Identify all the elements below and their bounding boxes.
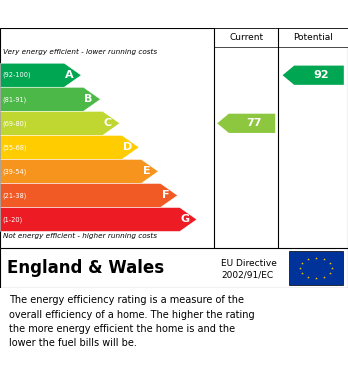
- Text: (92-100): (92-100): [3, 72, 31, 79]
- Text: (81-91): (81-91): [3, 96, 27, 102]
- Text: D: D: [122, 142, 132, 152]
- Text: Energy Efficiency Rating: Energy Efficiency Rating: [10, 7, 220, 22]
- Bar: [214, 28, 278, 47]
- Text: F: F: [162, 190, 169, 201]
- Bar: [289, 251, 343, 285]
- Polygon shape: [1, 160, 158, 183]
- Polygon shape: [1, 63, 81, 87]
- Text: C: C: [104, 118, 112, 128]
- Text: (39-54): (39-54): [3, 168, 27, 175]
- Text: Not energy efficient - higher running costs: Not energy efficient - higher running co…: [3, 233, 158, 239]
- Polygon shape: [1, 111, 120, 135]
- Text: E: E: [143, 167, 150, 176]
- Text: 92: 92: [314, 70, 329, 80]
- Text: 77: 77: [247, 118, 262, 128]
- Text: England & Wales: England & Wales: [7, 259, 164, 277]
- Text: Very energy efficient - lower running costs: Very energy efficient - lower running co…: [3, 49, 158, 55]
- Text: (21-38): (21-38): [3, 192, 27, 199]
- Text: 2002/91/EC: 2002/91/EC: [221, 271, 273, 280]
- Text: G: G: [180, 215, 189, 224]
- Polygon shape: [283, 66, 344, 85]
- Text: B: B: [85, 94, 93, 104]
- Bar: [278, 28, 348, 47]
- Text: The energy efficiency rating is a measure of the
overall efficiency of a home. T: The energy efficiency rating is a measur…: [9, 295, 254, 348]
- Text: Current: Current: [229, 33, 263, 42]
- Polygon shape: [1, 183, 177, 208]
- Text: Potential: Potential: [293, 33, 333, 42]
- Polygon shape: [1, 135, 139, 160]
- Polygon shape: [1, 87, 101, 111]
- Text: EU Directive: EU Directive: [221, 259, 277, 268]
- Text: (1-20): (1-20): [3, 216, 23, 223]
- Polygon shape: [1, 208, 197, 231]
- Text: A: A: [65, 70, 74, 80]
- Polygon shape: [217, 114, 275, 133]
- Text: (69-80): (69-80): [3, 120, 27, 127]
- Text: (55-68): (55-68): [3, 144, 27, 151]
